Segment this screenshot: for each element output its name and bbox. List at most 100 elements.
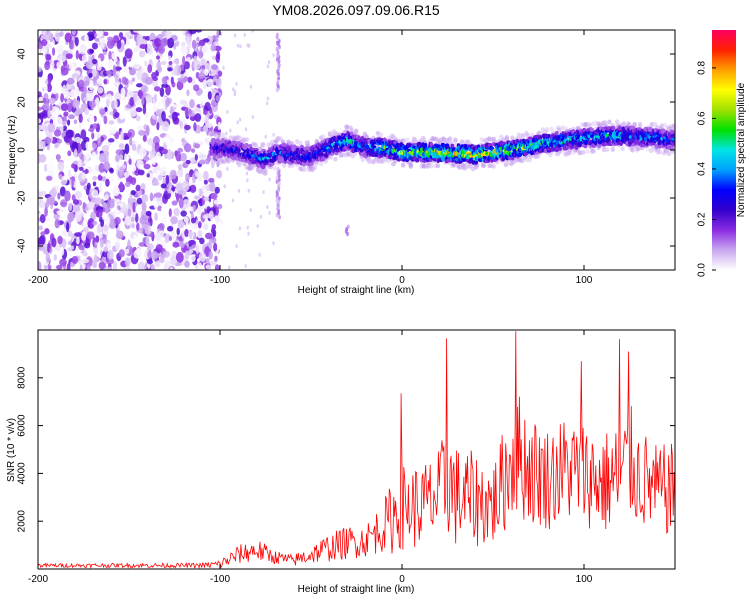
noise-speckle	[78, 79, 85, 88]
noise-speckle	[183, 216, 189, 223]
noise-speckle	[45, 53, 52, 61]
noise-speckle	[131, 223, 135, 229]
noise-speckle	[67, 229, 72, 237]
noise-speckle	[57, 192, 61, 200]
noise-speckle	[247, 188, 251, 193]
ridge-blob	[309, 162, 314, 166]
noise-speckle	[213, 242, 218, 252]
noise-speckle	[82, 201, 86, 210]
noise-speckle	[178, 198, 184, 209]
noise-speckle	[107, 36, 114, 41]
noise-speckle	[197, 206, 202, 215]
ridge-halo	[601, 147, 607, 153]
noise-speckle	[42, 102, 50, 111]
streak-blob	[277, 196, 281, 201]
ridge-halo	[607, 119, 612, 125]
noise-speckle	[114, 132, 120, 140]
noise-speckle	[73, 119, 78, 124]
noise-speckle	[262, 190, 265, 195]
noise-speckle	[119, 112, 125, 120]
noise-speckle	[165, 174, 170, 185]
noise-speckle	[194, 113, 202, 122]
noise-speckle	[247, 231, 250, 236]
noise-speckle	[150, 250, 158, 260]
noise-speckle	[214, 255, 218, 262]
noise-speckle	[57, 161, 65, 172]
noise-speckle	[199, 237, 205, 245]
noise-speckle	[153, 93, 158, 103]
noise-speckle	[248, 43, 251, 48]
noise-speckle	[144, 112, 149, 119]
noise-speckle	[68, 61, 76, 71]
noise-speckle	[122, 56, 127, 67]
noise-speckle	[47, 74, 52, 85]
noise-speckle	[56, 44, 64, 53]
noise-speckle	[228, 265, 231, 270]
noise-speckle	[40, 231, 46, 236]
noise-speckle	[176, 227, 180, 236]
ridge-halo	[429, 163, 434, 169]
noise-speckle	[186, 35, 190, 47]
noise-speckle	[152, 76, 158, 82]
noise-speckle	[107, 59, 114, 69]
noise-speckle	[155, 244, 163, 253]
noise-speckle	[67, 169, 72, 178]
noise-speckle	[210, 64, 218, 71]
ridge-blob	[590, 127, 594, 131]
noise-speckle	[161, 83, 169, 88]
ridge-blob	[517, 152, 523, 158]
noise-speckle	[63, 111, 69, 117]
noise-speckle	[141, 193, 149, 203]
noise-speckle	[190, 255, 196, 262]
noise-speckle	[146, 173, 150, 178]
noise-speckle	[81, 231, 87, 242]
noise-speckle	[130, 164, 137, 172]
noise-speckle	[81, 172, 86, 180]
noise-speckle	[185, 159, 191, 165]
ridge-blob	[440, 155, 446, 162]
noise-speckle	[56, 61, 61, 69]
noise-speckle	[88, 72, 93, 79]
noise-speckle	[149, 192, 154, 202]
noise-speckle	[109, 111, 114, 116]
noise-speckle	[71, 141, 79, 153]
noise-speckle	[202, 223, 209, 231]
noise-speckle	[92, 181, 97, 187]
noise-speckle	[43, 83, 48, 93]
noise-speckle	[192, 204, 196, 211]
noise-speckle	[173, 207, 180, 217]
noise-speckle	[268, 177, 271, 182]
noise-speckle	[98, 162, 105, 173]
noise-speckle	[103, 78, 107, 85]
noise-speckle	[62, 210, 69, 218]
noise-speckle	[145, 210, 152, 217]
ridge-blob	[611, 125, 616, 131]
noise-speckle	[73, 99, 81, 107]
noise-speckle	[92, 175, 98, 181]
noise-speckle	[45, 252, 51, 264]
noise-speckle	[70, 89, 78, 98]
noise-speckle	[232, 87, 235, 92]
noise-speckle	[61, 55, 66, 63]
ridge-halo	[659, 123, 665, 129]
noise-speckle	[136, 222, 140, 231]
noise-speckle	[38, 118, 42, 124]
noise-speckle	[51, 88, 59, 95]
streak-blob	[278, 181, 281, 187]
noise-speckle	[47, 110, 51, 118]
noise-speckle	[103, 246, 109, 253]
noise-speckle	[201, 45, 209, 55]
noise-speckle	[179, 99, 188, 105]
noise-speckle	[130, 263, 136, 270]
noise-speckle	[127, 132, 132, 138]
noise-speckle	[66, 263, 71, 270]
noise-speckle	[118, 249, 125, 258]
noise-speckle	[160, 183, 167, 189]
noise-speckle	[116, 60, 120, 67]
noise-speckle	[91, 142, 97, 150]
ridge-halo	[238, 135, 243, 141]
noise-speckle	[103, 115, 108, 125]
noise-speckle	[136, 83, 143, 88]
noise-speckle	[133, 249, 142, 259]
noise-speckle	[38, 225, 44, 231]
